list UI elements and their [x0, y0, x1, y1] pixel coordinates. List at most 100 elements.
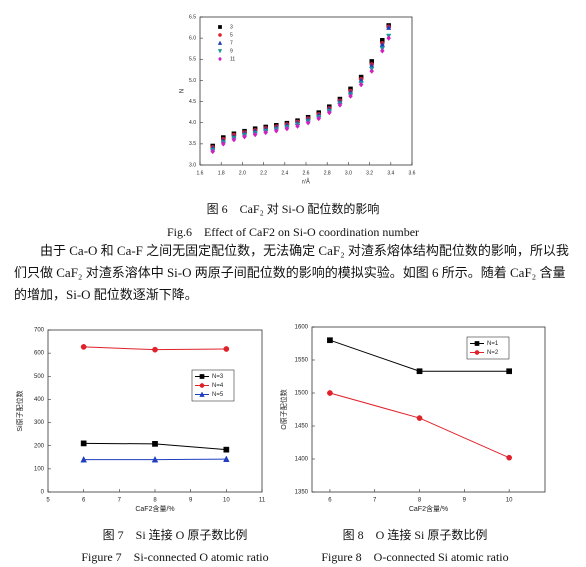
marker	[242, 133, 247, 140]
legend-marker	[474, 350, 480, 355]
legend-marker	[199, 391, 205, 397]
marker	[327, 390, 333, 396]
marker	[220, 141, 226, 147]
x-tick-label: 2.4	[281, 170, 288, 176]
marker	[80, 455, 87, 463]
y-tick-label: 3.0	[189, 162, 196, 168]
caption-en: Figure 7 Si-connected O atomic ratio	[81, 550, 268, 564]
y-tick-label: 500	[34, 374, 45, 380]
y-tick-label: 3.5	[189, 141, 196, 147]
marker	[316, 115, 322, 122]
marker	[386, 24, 392, 30]
marker	[263, 129, 269, 136]
y-tick-label: 400	[34, 397, 45, 403]
marker	[416, 368, 423, 375]
x-tick-label: 6	[82, 498, 86, 504]
marker	[231, 136, 237, 143]
legend-marker	[218, 56, 222, 62]
y-tick-label: 1400	[295, 457, 309, 463]
y-tick-label: 200	[34, 443, 45, 449]
x-tick-label: 7	[373, 498, 377, 504]
marker	[273, 127, 279, 134]
legend-label: 9	[230, 48, 233, 54]
legend-marker	[218, 25, 222, 29]
y-axis-label: Si原子配位数	[15, 390, 24, 431]
marker	[305, 119, 311, 126]
marker	[348, 93, 353, 99]
legend-marker	[199, 383, 205, 388]
legend-label: N=5	[212, 392, 224, 398]
marker	[151, 455, 159, 463]
legend-marker	[199, 374, 205, 379]
marker	[416, 415, 423, 421]
x-tick-label: 3.0	[345, 170, 352, 176]
marker	[284, 125, 290, 132]
plot-frame	[311, 326, 546, 493]
legend-marker	[218, 33, 222, 37]
caption-en: Figure 8 O-connected Si atomic ratio	[321, 550, 508, 564]
y-tick-label: 5.0	[189, 78, 196, 84]
x-tick-label: 6	[328, 498, 332, 504]
marker	[152, 346, 158, 353]
marker	[252, 131, 258, 138]
marker	[358, 81, 364, 88]
y-tick-label: 1450	[295, 424, 309, 430]
legend-marker	[217, 49, 223, 54]
y-tick-label: 4.5	[189, 99, 196, 105]
body-paragraph: 由于 Ca-O 和 Ca-F 之间无固定配位数，无法确定 CaF₂ 对渣系熔体结…	[14, 243, 569, 302]
y-tick-label: 6.0	[189, 35, 196, 41]
legend-label: N=1	[487, 341, 499, 347]
x-tick-label: 7	[118, 498, 122, 504]
x-tick-label: 9	[189, 498, 193, 504]
x-tick-label: 2.6	[303, 170, 310, 176]
caption: 图 8 O 连接 Si 原子数比例	[343, 527, 488, 542]
marker	[506, 368, 513, 375]
x-tick-label: 3.4	[387, 170, 394, 176]
x-axis-label: CaF2含量/%	[409, 504, 448, 513]
x-tick-label: 8	[418, 498, 422, 504]
legend-label: 3	[230, 24, 233, 30]
y-tick-label: 1500	[295, 391, 309, 397]
marker	[326, 109, 332, 116]
marker	[223, 446, 230, 453]
y-tick-label: 100	[34, 466, 45, 472]
x-tick-label: 2.8	[324, 170, 331, 176]
y-axis-label: N	[180, 89, 186, 93]
marker	[327, 337, 333, 344]
y-tick-label: 1600	[295, 325, 309, 331]
y-tick-label: 6.5	[189, 14, 196, 20]
x-axis-label: CaF2含量/%	[135, 504, 174, 513]
legend-label: 11	[230, 56, 235, 62]
marker	[223, 346, 230, 352]
x-tick-label: 10	[223, 498, 230, 504]
x-tick-label: 2.0	[239, 170, 246, 176]
y-tick-label: 600	[34, 351, 45, 357]
marker	[379, 48, 385, 54]
legend-label: N=4	[212, 383, 224, 389]
series-line	[329, 392, 510, 459]
x-tick-label: 8	[153, 498, 157, 504]
legend-marker	[474, 341, 480, 346]
legend-marker	[217, 40, 223, 45]
marker	[506, 454, 513, 461]
x-tick-label: 11	[259, 498, 266, 504]
marker	[80, 344, 87, 350]
marker	[369, 68, 375, 74]
x-tick-label: 10	[506, 498, 513, 504]
y-tick-label: 5.5	[189, 57, 196, 63]
x-tick-label: 1.6	[197, 170, 204, 176]
marker	[295, 123, 300, 129]
legend-label: N=3	[212, 374, 224, 380]
caption-en: Fig.6 Effect of CaF2 on Si-O coordinatio…	[167, 225, 419, 239]
caption: 图 7 Si 连接 O 原子数比例	[103, 527, 248, 542]
marker	[80, 440, 87, 447]
x-tick-label: 9	[463, 498, 467, 504]
x-tick-label: 1.8	[218, 170, 225, 176]
legend-label: 7	[230, 40, 233, 46]
y-tick-label: 1350	[295, 490, 309, 496]
y-tick-label: 4.0	[189, 120, 196, 126]
plot-frame	[47, 329, 263, 493]
marker	[337, 102, 343, 108]
